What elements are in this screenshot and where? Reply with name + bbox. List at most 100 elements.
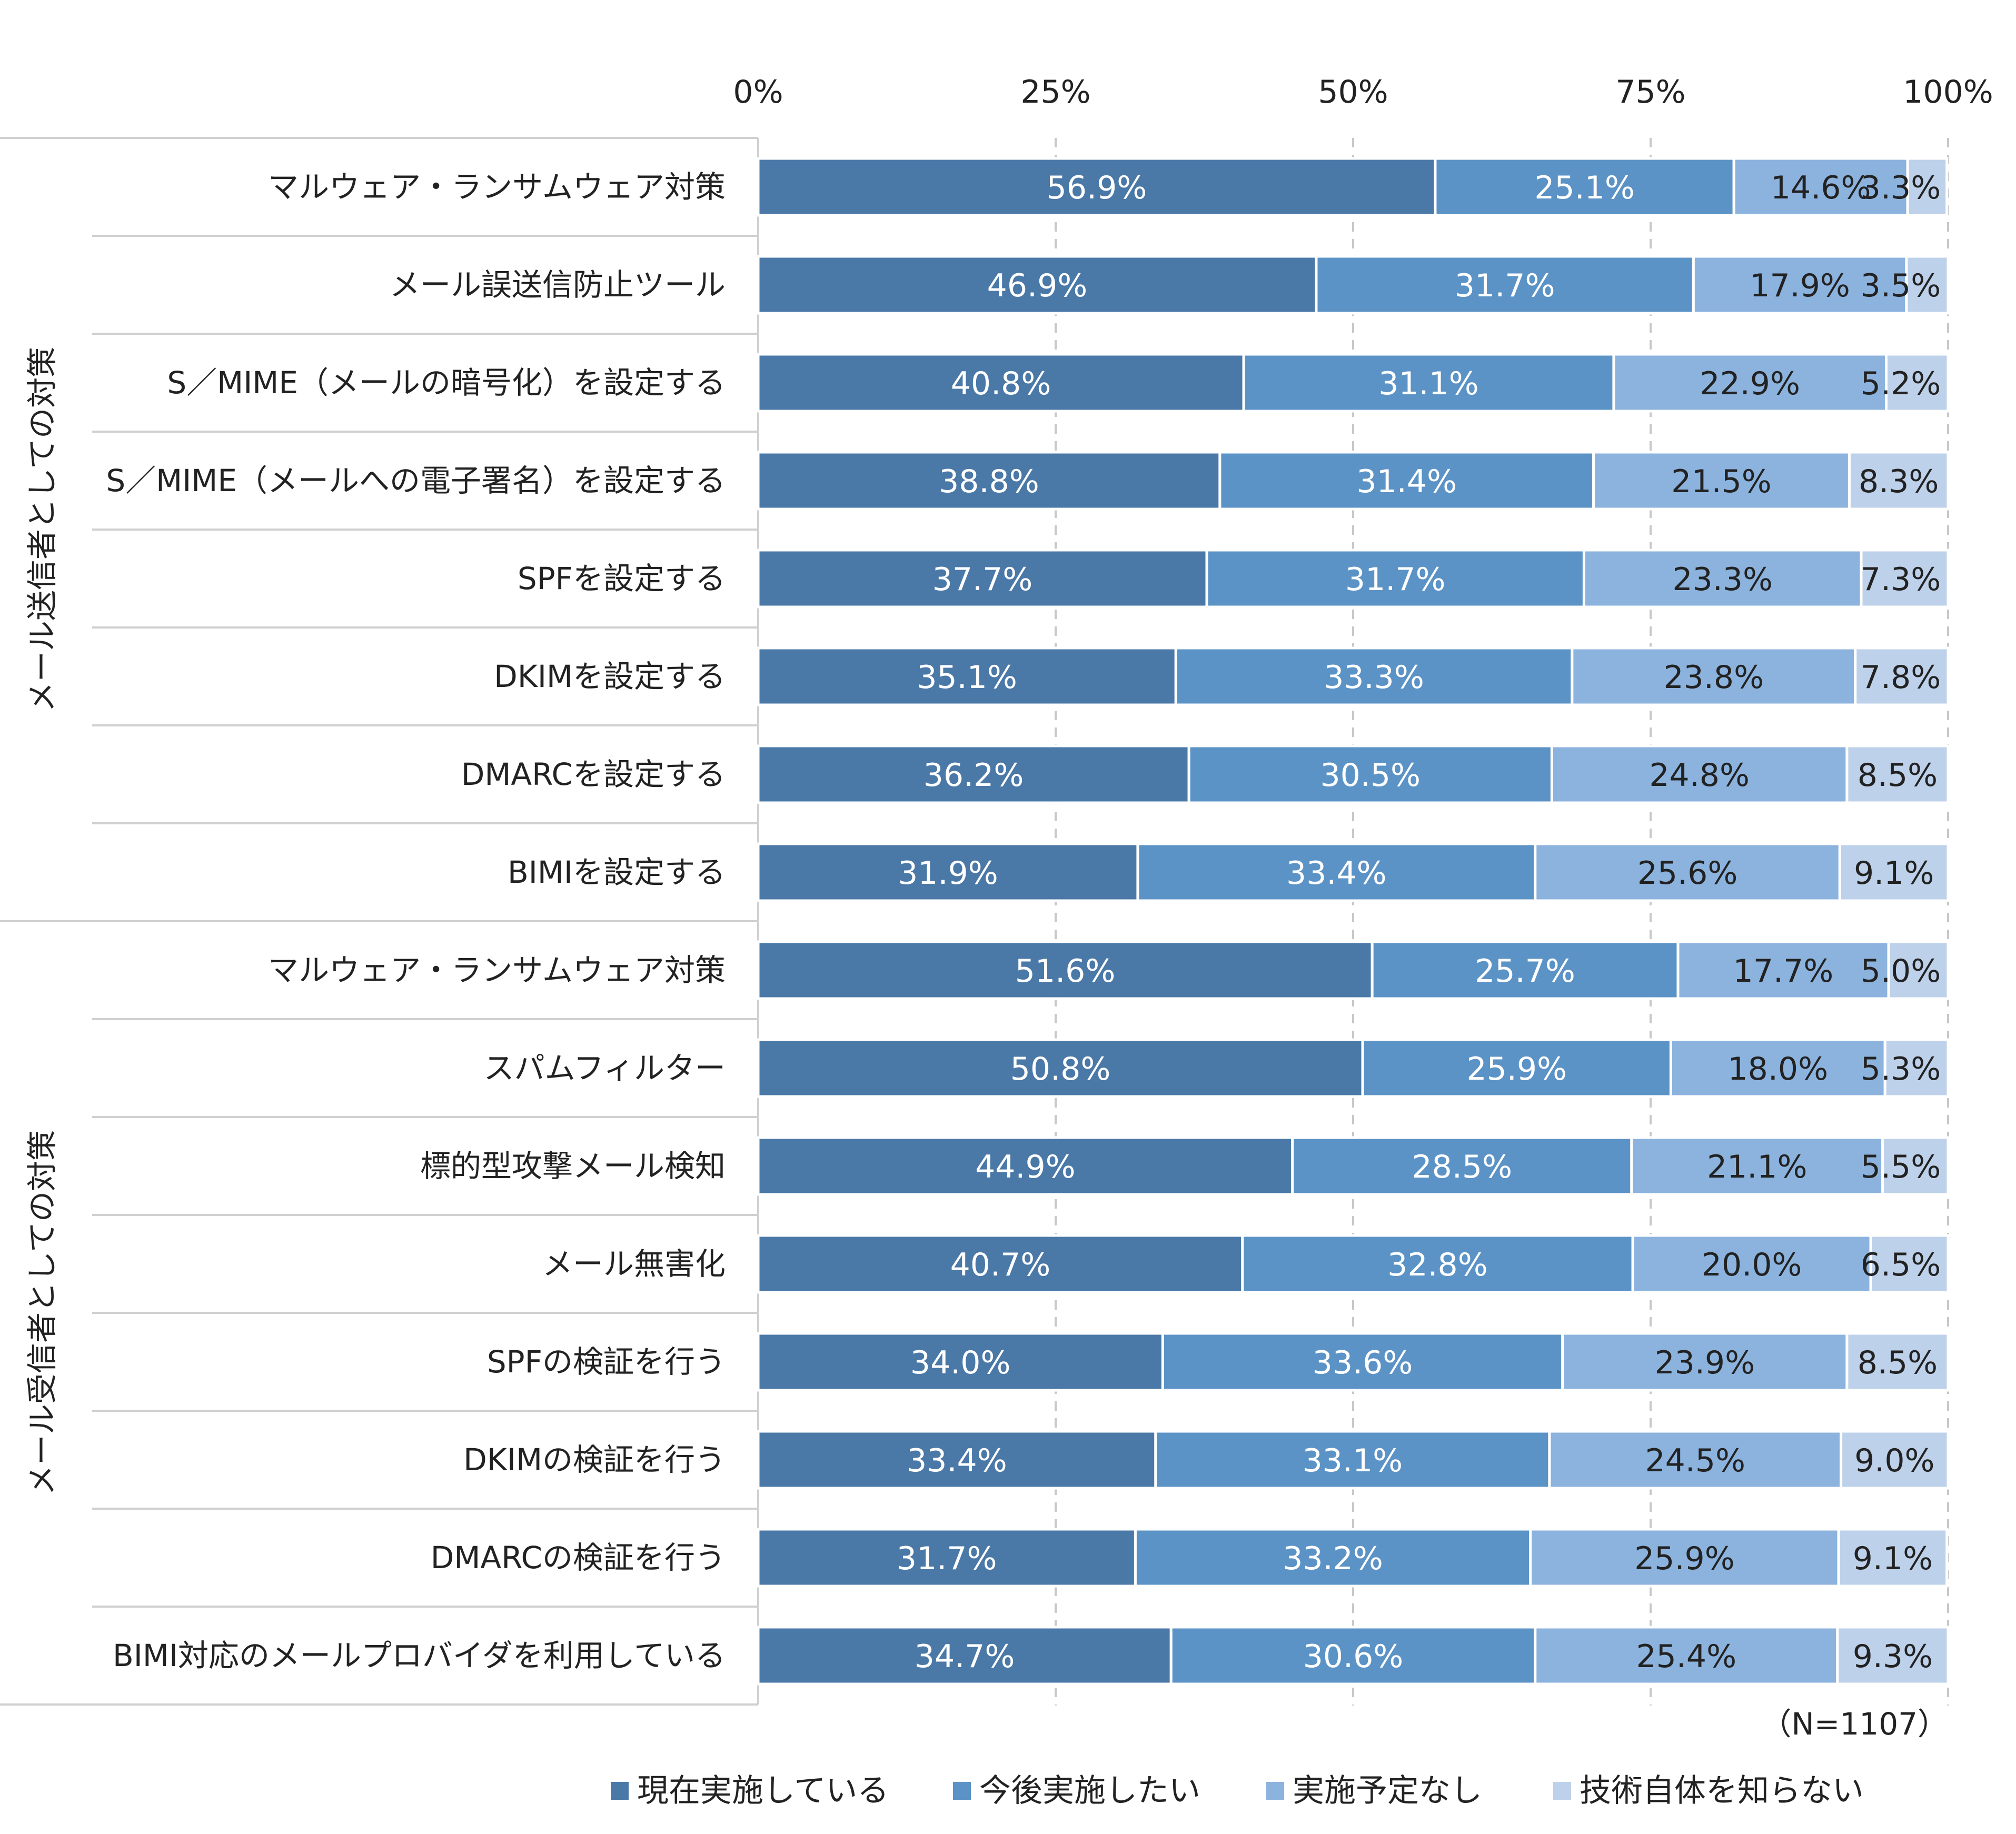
bar-segment bbox=[1837, 1528, 1949, 1588]
data-label: 8.5% bbox=[1858, 1344, 1938, 1381]
data-label: 50.8% bbox=[1010, 1051, 1111, 1088]
bar-segment bbox=[1845, 1332, 1950, 1392]
bar-segment bbox=[1315, 255, 1695, 315]
data-label: 33.4% bbox=[1286, 855, 1387, 892]
bar-segment bbox=[1134, 1528, 1532, 1588]
sample-size-note: （N=1107） bbox=[1761, 1706, 1948, 1742]
data-label: 7.3% bbox=[1861, 561, 1941, 598]
data-label: 40.8% bbox=[951, 365, 1051, 402]
data-label: 5.0% bbox=[1861, 953, 1941, 990]
data-label: 30.5% bbox=[1320, 757, 1421, 794]
bar-segment bbox=[1884, 353, 1950, 413]
bar-segment bbox=[757, 1626, 1173, 1686]
legend-label: 実施予定なし bbox=[1293, 1772, 1482, 1809]
data-label: 31.7% bbox=[1455, 267, 1555, 304]
legend-swatch bbox=[1553, 1782, 1571, 1800]
data-label: 5.5% bbox=[1861, 1149, 1941, 1185]
bar-segment bbox=[1571, 646, 1857, 706]
bar-segment bbox=[1631, 1234, 1872, 1294]
bar-segment bbox=[1906, 157, 1949, 217]
data-label: 30.6% bbox=[1303, 1638, 1404, 1675]
bar-layer bbox=[757, 157, 1950, 1686]
data-label: 3.3% bbox=[1861, 170, 1941, 206]
bar-segment bbox=[1548, 1430, 1843, 1490]
bar-segment bbox=[757, 646, 1177, 706]
legend-swatch bbox=[1266, 1782, 1284, 1800]
data-label: 20.0% bbox=[1702, 1247, 1802, 1283]
legend-swatch bbox=[611, 1782, 629, 1800]
bar-segment bbox=[1869, 1234, 1950, 1294]
data-label: 37.7% bbox=[932, 561, 1033, 598]
data-label: 28.5% bbox=[1412, 1149, 1512, 1185]
category-label: S／MIME（メールへの電子署名）を設定する bbox=[106, 463, 726, 499]
bar-segment bbox=[1732, 157, 1909, 217]
data-label: 31.1% bbox=[1378, 365, 1479, 402]
data-label: 8.3% bbox=[1859, 463, 1939, 500]
data-label: 23.8% bbox=[1663, 659, 1764, 696]
category-label: DKIMの検証を行う bbox=[463, 1442, 726, 1478]
bar-segment bbox=[1845, 744, 1950, 804]
bar-segment bbox=[1154, 1430, 1551, 1490]
x-tick-label: 25% bbox=[1020, 74, 1090, 111]
category-label: SPFの検証を行う bbox=[487, 1344, 726, 1380]
bar-segment bbox=[1534, 842, 1841, 902]
data-label: 44.9% bbox=[975, 1149, 1076, 1185]
bar-segment bbox=[1242, 353, 1615, 413]
data-label: 24.8% bbox=[1649, 757, 1750, 794]
bar-segment bbox=[757, 940, 1374, 1000]
data-label: 25.1% bbox=[1534, 170, 1635, 206]
bar-segment bbox=[1434, 157, 1735, 217]
data-label: 3.5% bbox=[1861, 267, 1941, 304]
data-label: 17.9% bbox=[1750, 267, 1850, 304]
data-label: 25.6% bbox=[1637, 855, 1738, 892]
data-label: 7.8% bbox=[1861, 659, 1941, 696]
bar-segment bbox=[757, 842, 1139, 902]
legend-label: 現在実施している bbox=[637, 1772, 889, 1809]
data-label: 31.4% bbox=[1356, 463, 1457, 500]
bar-segment bbox=[1582, 549, 1863, 609]
bar-segment bbox=[757, 451, 1221, 511]
category-frame bbox=[0, 137, 759, 1706]
x-tick-label: 50% bbox=[1318, 74, 1388, 111]
data-label: 6.5% bbox=[1861, 1247, 1941, 1283]
data-label: 22.9% bbox=[1700, 365, 1800, 402]
legend-swatch bbox=[953, 1782, 971, 1800]
bar-segment bbox=[1905, 255, 1950, 315]
data-label: 18.0% bbox=[1728, 1051, 1829, 1088]
x-tick-label: 75% bbox=[1615, 74, 1685, 111]
legend-label: 今後実施したい bbox=[979, 1772, 1200, 1809]
data-label: 56.9% bbox=[1047, 170, 1147, 206]
bar-segment bbox=[1854, 646, 1950, 706]
data-label: 51.6% bbox=[1015, 953, 1116, 990]
bar-segment bbox=[1630, 1136, 1884, 1196]
bar-segment bbox=[1836, 1626, 1950, 1686]
data-label: 5.3% bbox=[1861, 1051, 1941, 1088]
group-label: メール受信者としての対策 bbox=[24, 1130, 60, 1496]
bar-segment bbox=[1161, 1332, 1564, 1392]
bar-segment bbox=[1692, 255, 1908, 315]
bar-segment bbox=[1860, 549, 1950, 609]
bar-segment bbox=[757, 744, 1190, 804]
data-label: 25.7% bbox=[1475, 953, 1575, 990]
data-label: 25.9% bbox=[1634, 1540, 1735, 1577]
x-tick-label: 0% bbox=[733, 74, 783, 111]
data-label: 36.2% bbox=[923, 757, 1024, 794]
category-label: 標的型攻撃メール検知 bbox=[420, 1148, 726, 1184]
bar-segment bbox=[757, 1038, 1364, 1098]
bar-segment bbox=[1887, 940, 1950, 1000]
data-label: 33.1% bbox=[1303, 1442, 1403, 1479]
x-tick-label: 100% bbox=[1903, 74, 1993, 111]
legend: 現在実施している 今後実施したい 実施予定なし 技術自体を知らない bbox=[611, 1772, 1864, 1809]
data-label: 40.7% bbox=[950, 1247, 1051, 1283]
bar-segment bbox=[1174, 646, 1574, 706]
data-label: 24.5% bbox=[1645, 1442, 1745, 1479]
data-label: 33.2% bbox=[1283, 1540, 1383, 1577]
data-label: 34.7% bbox=[915, 1638, 1015, 1675]
bar-segment bbox=[757, 157, 1437, 217]
data-label: 17.7% bbox=[1733, 953, 1834, 990]
data-label: 34.0% bbox=[910, 1344, 1011, 1381]
data-label: 38.8% bbox=[939, 463, 1039, 500]
bar-segment bbox=[1534, 1626, 1839, 1686]
bar-segment bbox=[757, 1528, 1137, 1588]
